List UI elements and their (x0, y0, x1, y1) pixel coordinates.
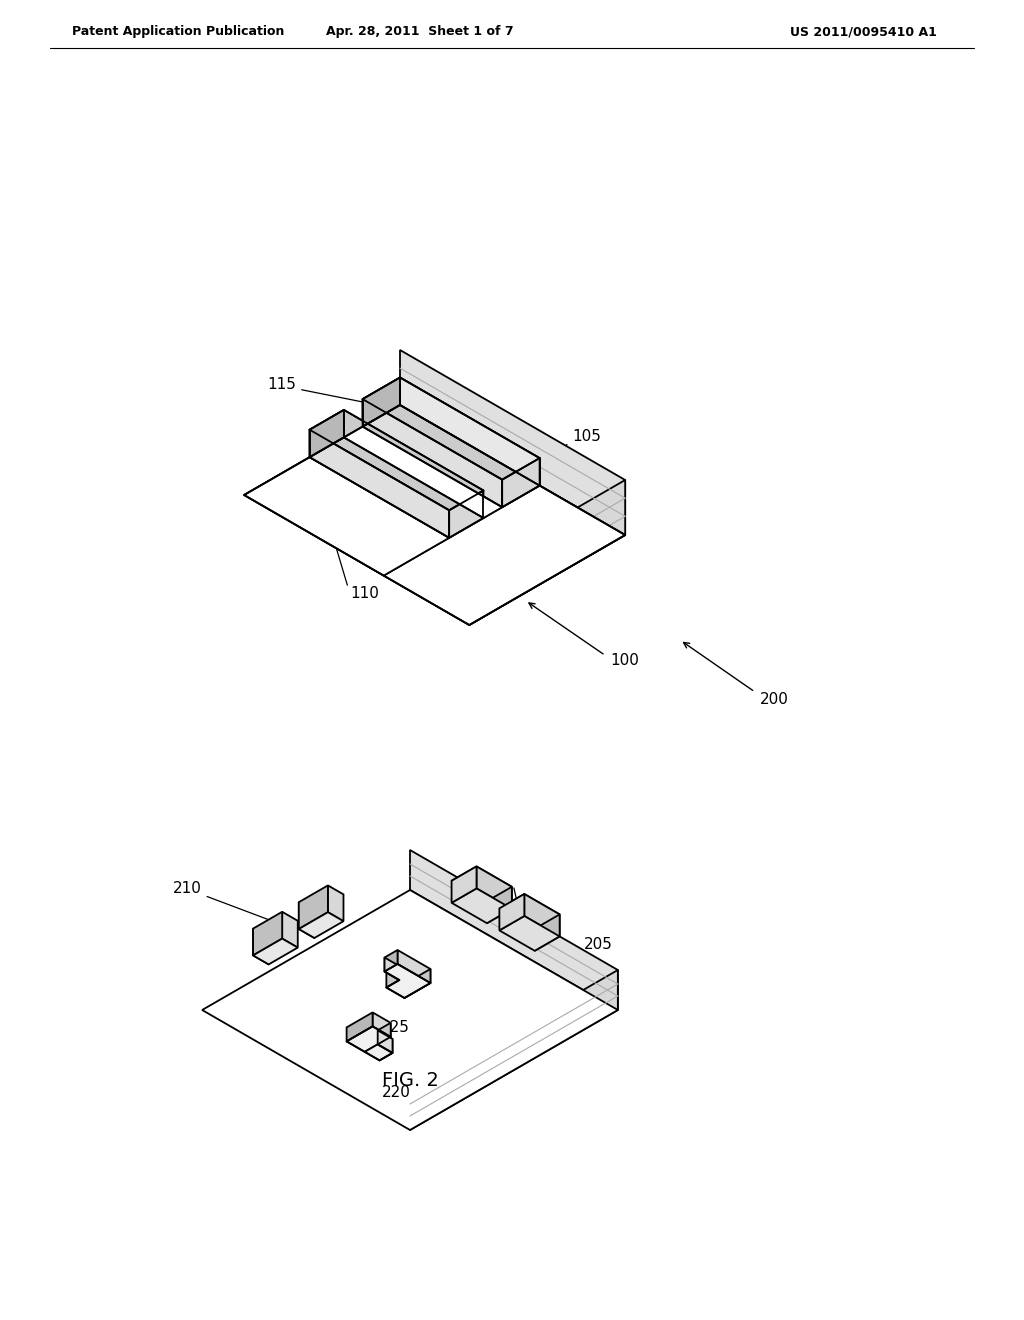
Polygon shape (397, 950, 430, 983)
Polygon shape (309, 411, 483, 511)
Polygon shape (253, 912, 283, 956)
Polygon shape (299, 886, 328, 929)
Polygon shape (404, 969, 430, 998)
Polygon shape (385, 964, 430, 998)
Polygon shape (309, 411, 344, 457)
Text: FIG. 1: FIG. 1 (372, 450, 428, 470)
Polygon shape (400, 350, 626, 535)
Text: 110: 110 (350, 586, 379, 601)
Polygon shape (524, 894, 560, 936)
Text: FIG. 2: FIG. 2 (382, 1071, 438, 1089)
Polygon shape (346, 1012, 373, 1041)
Polygon shape (385, 950, 397, 972)
Text: 215: 215 (524, 911, 553, 925)
Polygon shape (380, 1039, 392, 1060)
Text: US 2011/0095410 A1: US 2011/0095410 A1 (790, 25, 937, 38)
Polygon shape (500, 916, 560, 950)
Polygon shape (476, 866, 512, 908)
Text: 115: 115 (267, 378, 297, 392)
Polygon shape (244, 457, 450, 576)
Polygon shape (362, 378, 540, 479)
Polygon shape (500, 894, 524, 931)
Text: Apr. 28, 2011  Sheet 1 of 7: Apr. 28, 2011 Sheet 1 of 7 (327, 25, 514, 38)
Polygon shape (452, 866, 512, 902)
Text: 220: 220 (382, 1085, 411, 1100)
Text: 210: 210 (173, 880, 202, 896)
Polygon shape (410, 850, 617, 1010)
Polygon shape (502, 458, 540, 507)
Polygon shape (535, 915, 560, 950)
Polygon shape (202, 890, 617, 1130)
Polygon shape (452, 866, 476, 903)
Polygon shape (344, 426, 502, 517)
Text: 105: 105 (572, 429, 601, 444)
Text: 100: 100 (610, 653, 639, 668)
Polygon shape (283, 912, 298, 948)
Polygon shape (309, 430, 450, 537)
Polygon shape (373, 1012, 391, 1036)
Text: 225: 225 (381, 1019, 410, 1035)
Polygon shape (299, 902, 314, 939)
Polygon shape (299, 912, 343, 939)
Polygon shape (384, 486, 626, 624)
Polygon shape (328, 886, 343, 921)
Polygon shape (486, 887, 512, 923)
Text: Patent Application Publication: Patent Application Publication (72, 25, 285, 38)
Polygon shape (410, 970, 617, 1130)
Polygon shape (450, 491, 483, 537)
Polygon shape (244, 405, 626, 624)
Polygon shape (469, 480, 626, 624)
Polygon shape (253, 928, 268, 965)
Polygon shape (385, 957, 399, 979)
Polygon shape (365, 1044, 392, 1060)
Polygon shape (500, 894, 560, 929)
Text: 200: 200 (760, 693, 788, 708)
Polygon shape (386, 966, 399, 987)
Polygon shape (362, 399, 502, 507)
Polygon shape (452, 888, 512, 923)
Polygon shape (378, 1023, 391, 1044)
Polygon shape (378, 1031, 392, 1053)
Polygon shape (400, 378, 540, 486)
Polygon shape (346, 1027, 391, 1052)
Polygon shape (253, 939, 298, 965)
Polygon shape (362, 378, 400, 426)
Text: 205: 205 (585, 937, 613, 952)
